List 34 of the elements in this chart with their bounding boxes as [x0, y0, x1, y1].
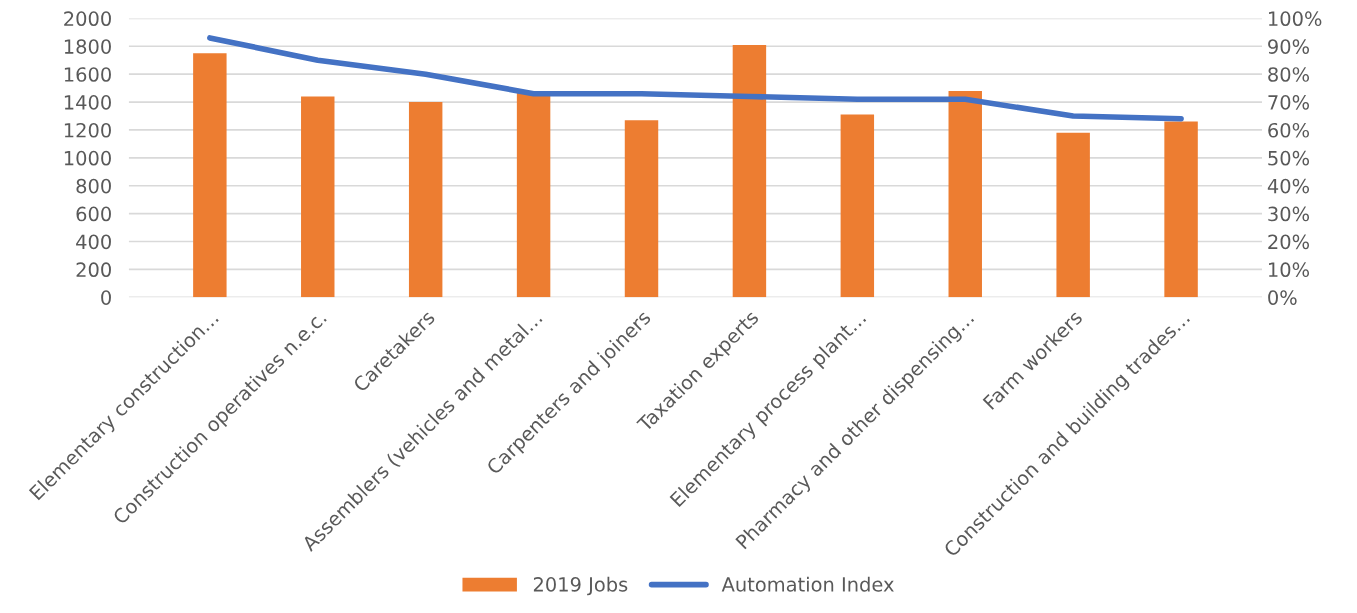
y2-tick-label: 70% [1268, 95, 1310, 110]
y2-tick-label: 80% [1268, 67, 1310, 82]
y-tick-label: 200 [76, 262, 111, 278]
bar [301, 96, 335, 298]
legend-label: 2019 Jobs [533, 576, 628, 596]
y2-tick-label: 30% [1268, 206, 1310, 222]
bar [1164, 121, 1198, 298]
y2-tick-label: 20% [1268, 234, 1310, 250]
y-tick-label: 600 [76, 206, 111, 222]
y2-tick-label: 60% [1268, 122, 1310, 138]
y2-tick-label: 90% [1268, 39, 1310, 54]
y-tick-label: 400 [76, 234, 111, 250]
y-tick-label: 0 [101, 290, 111, 305]
y2-tick-label: 0% [1268, 290, 1297, 305]
y2-tick-label: 10% [1269, 262, 1310, 278]
bar [193, 53, 227, 298]
bar [408, 102, 443, 298]
bar [516, 92, 551, 298]
bar [732, 44, 767, 298]
bar [948, 90, 982, 298]
y-tick-label: 800 [76, 178, 111, 194]
y2-tick-label: 40% [1267, 178, 1310, 194]
y2-tick-label: 100% [1269, 11, 1322, 27]
y2-tick-label: 50% [1268, 150, 1310, 166]
y-tick-label: 2000 [64, 11, 111, 27]
y-tick-label: 1600 [64, 67, 111, 82]
y-tick-label: 1400 [64, 95, 111, 110]
y-tick-label: 1200 [64, 122, 111, 138]
bar [624, 120, 659, 298]
y-tick-label: 1000 [64, 150, 111, 166]
y-tick-label: 1800 [64, 39, 111, 54]
bar [1056, 132, 1090, 298]
legend-label: Automation Index [721, 576, 894, 592]
bar [840, 114, 875, 298]
